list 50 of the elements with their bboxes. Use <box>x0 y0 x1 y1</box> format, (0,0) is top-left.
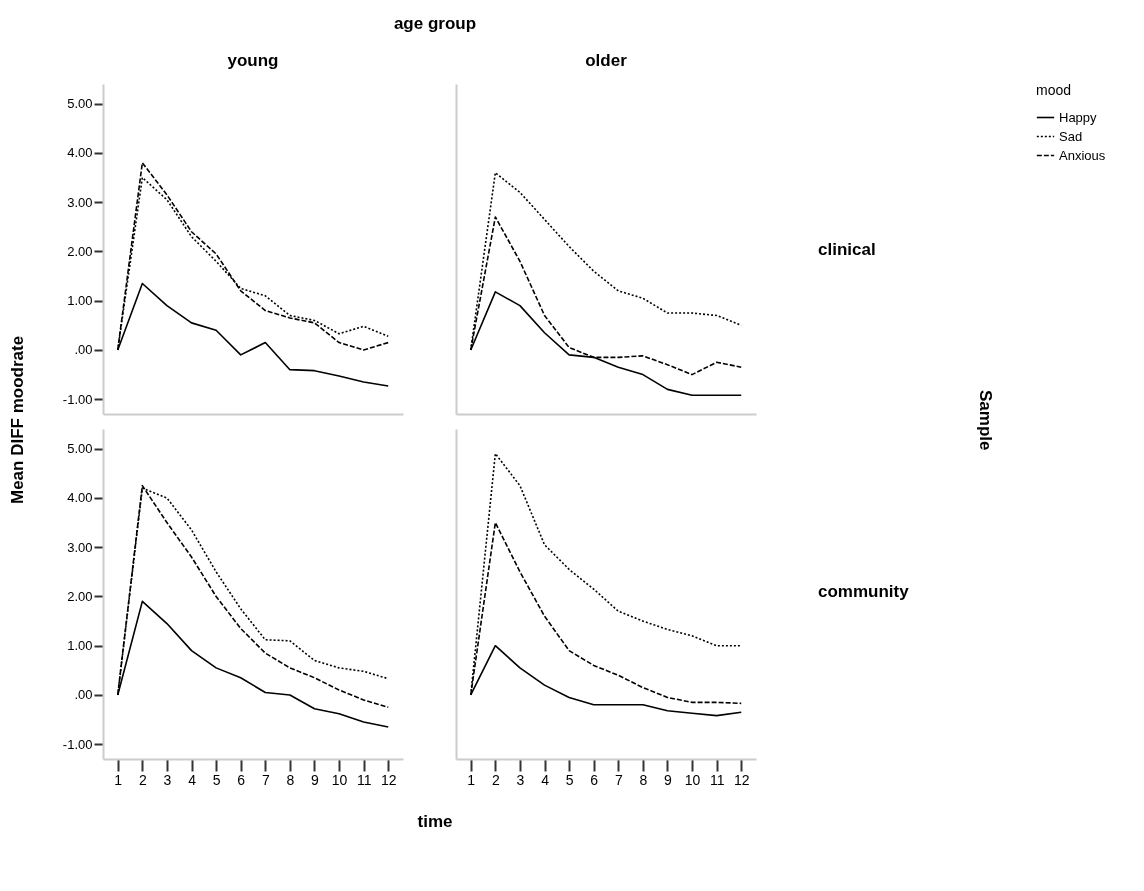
y2-axis-title: community <box>818 582 909 602</box>
y-tick-label: -1.00 <box>62 736 93 752</box>
y-tick-label: 2.00 <box>67 243 93 259</box>
x-tick-label: 12 <box>380 771 397 788</box>
x-tick-label: 2 <box>138 771 147 788</box>
x-tick-label: 9 <box>311 771 320 788</box>
x-tick-label: 11 <box>356 771 372 788</box>
x-tick-label: 12 <box>733 771 750 788</box>
x-tick-label: 10 <box>684 771 701 788</box>
legend-label: Sad <box>1059 128 1083 144</box>
legend-label: Happy <box>1059 109 1098 125</box>
y-axis-title: Mean DIFF moodrate <box>8 334 28 507</box>
x-tick-label: 6 <box>237 771 246 788</box>
text: Sample <box>975 388 995 453</box>
y-tick-label: .00 <box>74 342 93 358</box>
legend-title: mood <box>1036 82 1072 98</box>
text: age group <box>392 14 478 34</box>
x-tick-label: 6 <box>590 771 599 788</box>
y-tick-label: 1.00 <box>67 293 93 309</box>
x-tick-label: 7 <box>261 771 270 788</box>
x-tick-label: 2 <box>491 771 500 788</box>
x-tick-label: 8 <box>639 771 648 788</box>
y-tick-label: 3.00 <box>67 194 93 210</box>
y-tick-label: 4.00 <box>67 145 93 161</box>
x-tick-label: 7 <box>614 771 623 788</box>
x-tick-label: 1 <box>114 771 123 788</box>
x-tick-label: 1 <box>467 771 476 788</box>
y-tick-label: 1.00 <box>67 638 93 654</box>
x-tick-label: 4 <box>541 771 550 788</box>
y-tick-label: 3.00 <box>67 539 93 555</box>
chart-title: older <box>585 51 628 70</box>
x-tick-label: 9 <box>664 771 673 788</box>
x-tick-label: 11 <box>709 771 725 788</box>
x-tick-label: 3 <box>516 771 525 788</box>
y-tick-label: 2.00 <box>67 588 93 604</box>
y2-axis-title: clinical <box>818 240 876 260</box>
y-tick-label: 5.00 <box>67 96 93 112</box>
y-tick-label: 5.00 <box>67 441 93 457</box>
x-tick-label: 3 <box>163 771 172 788</box>
x-axis-title: time <box>416 812 454 832</box>
x-tick-label: 5 <box>212 771 221 788</box>
x-tick-label: 4 <box>188 771 197 788</box>
y-tick-label: .00 <box>74 687 93 703</box>
legend-label: Anxious <box>1059 147 1106 163</box>
x-tick-label: 5 <box>565 771 574 788</box>
x-tick-label: 10 <box>331 771 348 788</box>
y-tick-label: -1.00 <box>62 391 93 407</box>
chart-title: young <box>227 51 279 70</box>
y-tick-label: 4.00 <box>67 490 93 506</box>
x-tick-label: 8 <box>286 771 295 788</box>
